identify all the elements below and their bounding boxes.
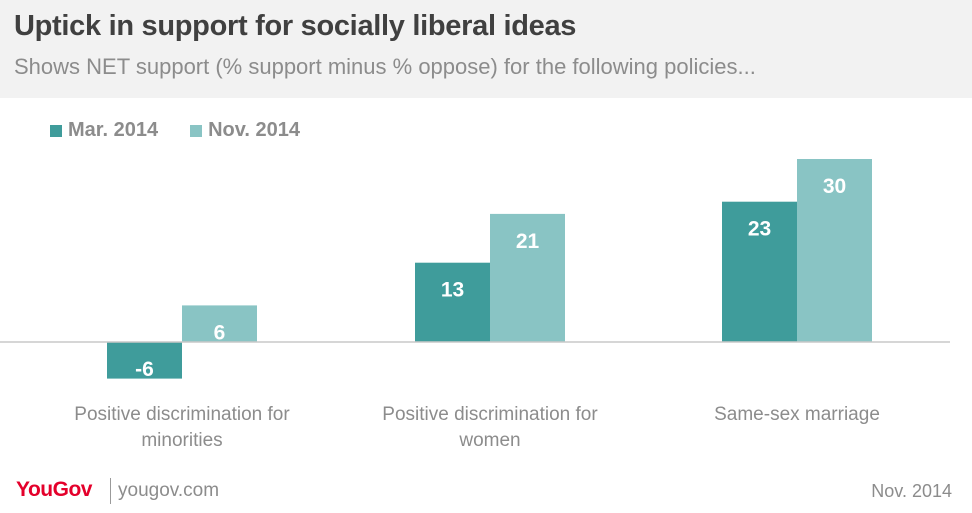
legend-swatch-nov-2014 [190, 124, 203, 137]
data-label-2-cat-2: 21 [516, 230, 540, 253]
chart-header: Uptick in support for socially liberal i… [0, 0, 972, 98]
footer-date: Nov. 2014 [871, 481, 952, 501]
bar-2-cat-3 [797, 159, 872, 342]
chart-legend: Mar. 2014 Nov. 2014 [50, 119, 300, 142]
legend-label-nov-2014: Nov. 2014 [208, 119, 300, 141]
footer-divider [110, 478, 111, 504]
legend-label-mar-2014: Mar. 2014 [68, 119, 159, 141]
footer-site-link[interactable]: yougov.com [118, 480, 220, 501]
data-label-1-cat-3: 23 [748, 218, 771, 241]
category-label-3-line-1: Same-sex marriage [714, 404, 880, 425]
bar-chart: -6 6 Positive discrimination for minorities… [0, 159, 950, 451]
bar-1-cat-1 [107, 342, 182, 379]
data-label-2-cat-1: 6 [214, 321, 226, 344]
category-label-1-line-1: Positive discrimination for [74, 404, 290, 425]
yougov-logo: YouGov [16, 478, 92, 501]
bar-2-cat-2 [490, 213, 565, 342]
category-label-2-line-2: women [458, 430, 520, 451]
chart-subtitle: Shows NET support (% support minus % opp… [14, 54, 756, 79]
category-label-1-line-2: minorities [141, 430, 222, 451]
data-label-1-cat-2: 13 [441, 279, 464, 302]
legend-item-nov-2014: Nov. 2014 [190, 119, 300, 142]
category-label-2-line-1: Positive discrimination for [382, 404, 598, 425]
legend-item-mar-2014: Mar. 2014 [50, 119, 158, 142]
chart-title: Uptick in support for socially liberal i… [14, 10, 577, 42]
legend-swatch-mar-2014 [50, 124, 62, 137]
bar-1-cat-2 [415, 262, 490, 342]
bar-1-cat-3 [722, 201, 797, 342]
bar-2-cat-1 [182, 305, 257, 342]
data-label-1-cat-1: -6 [135, 358, 154, 381]
data-label-2-cat-3: 30 [823, 175, 846, 198]
